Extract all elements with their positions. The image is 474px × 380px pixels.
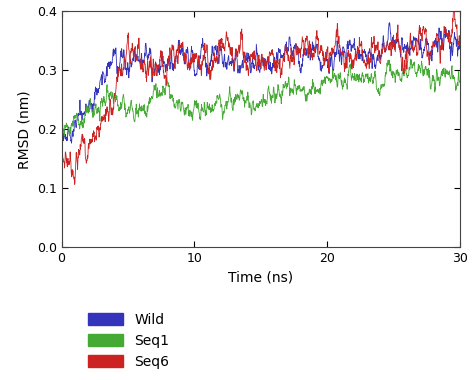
X-axis label: Time (ns): Time (ns) xyxy=(228,271,293,284)
Y-axis label: RMSD (nm): RMSD (nm) xyxy=(17,90,31,168)
Legend: Wild, Seq1, Seq6: Wild, Seq1, Seq6 xyxy=(89,313,169,369)
